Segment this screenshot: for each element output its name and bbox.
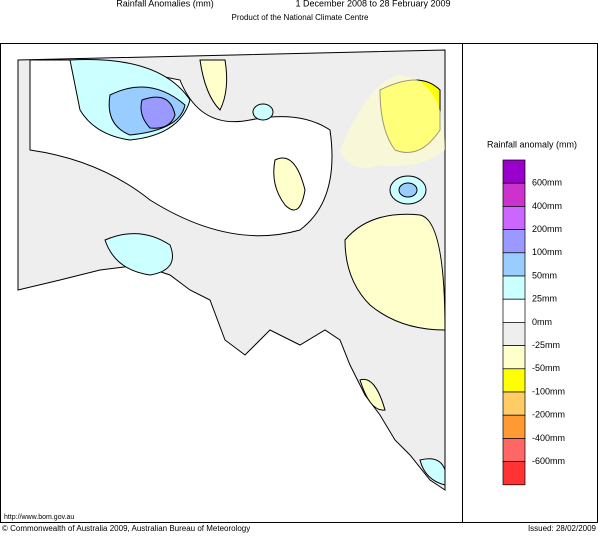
period: 1 December 2008 to 28 February 2009 xyxy=(295,0,450,8)
legend: 600mm 400mm 200mm 100mm 50mm 25mm 0mm -25mm -50m… xyxy=(502,159,565,486)
zone-25e xyxy=(419,458,446,486)
zone-neg25c xyxy=(273,157,306,211)
legend-label: -50mm xyxy=(532,363,560,373)
zone-100 xyxy=(140,96,176,129)
legend-label: -25mm xyxy=(532,340,560,350)
legend-label: 400mm xyxy=(532,201,562,211)
legend-swatch xyxy=(502,414,526,439)
legend-swatch xyxy=(502,252,526,277)
subtitle: Product of the National Climate Centre xyxy=(232,13,370,22)
zone-25d xyxy=(252,103,274,121)
zone-50b xyxy=(398,182,418,198)
legend-label: 600mm xyxy=(532,178,562,188)
legend-label: 100mm xyxy=(532,247,562,257)
url: http://www.bom.gov.au xyxy=(4,514,74,521)
zone-25b xyxy=(104,233,173,276)
legend-label: -200mm xyxy=(532,410,565,420)
legend-swatch xyxy=(502,275,526,300)
zone-neg25d xyxy=(199,59,228,111)
legend-swatch xyxy=(502,391,526,416)
issued: Issued: 28/02/2009 xyxy=(528,524,597,533)
legend-swatch xyxy=(502,182,526,207)
zone-neg25 xyxy=(344,213,446,331)
legend-swatch xyxy=(502,159,526,184)
copyright: © Commonwealth of Australia 2009, Austra… xyxy=(2,524,250,533)
legend-label: 50mm xyxy=(532,270,557,280)
zone-neg25b xyxy=(340,75,445,168)
legend-swatch xyxy=(502,438,526,462)
zone-neg25e xyxy=(359,378,386,411)
map xyxy=(17,49,446,491)
legend-label: 200mm xyxy=(532,224,562,234)
legend-swatch xyxy=(502,461,526,486)
legend-label: 25mm xyxy=(532,294,557,304)
title: Rainfall Anomalies (mm) xyxy=(116,0,214,8)
legend-swatch xyxy=(502,322,526,346)
legend-label: -400mm xyxy=(532,433,565,443)
legend-swatch xyxy=(502,229,526,254)
legend-swatch xyxy=(502,206,526,230)
legend-label: -100mm xyxy=(532,386,565,396)
legend-title: Rainfall anomaly (mm) xyxy=(487,139,577,149)
legend-label: 0mm xyxy=(532,317,552,327)
legend-label: -600mm xyxy=(532,456,565,466)
legend-swatch xyxy=(502,345,526,370)
legend-swatch xyxy=(502,298,526,323)
legend-swatch xyxy=(502,368,526,393)
